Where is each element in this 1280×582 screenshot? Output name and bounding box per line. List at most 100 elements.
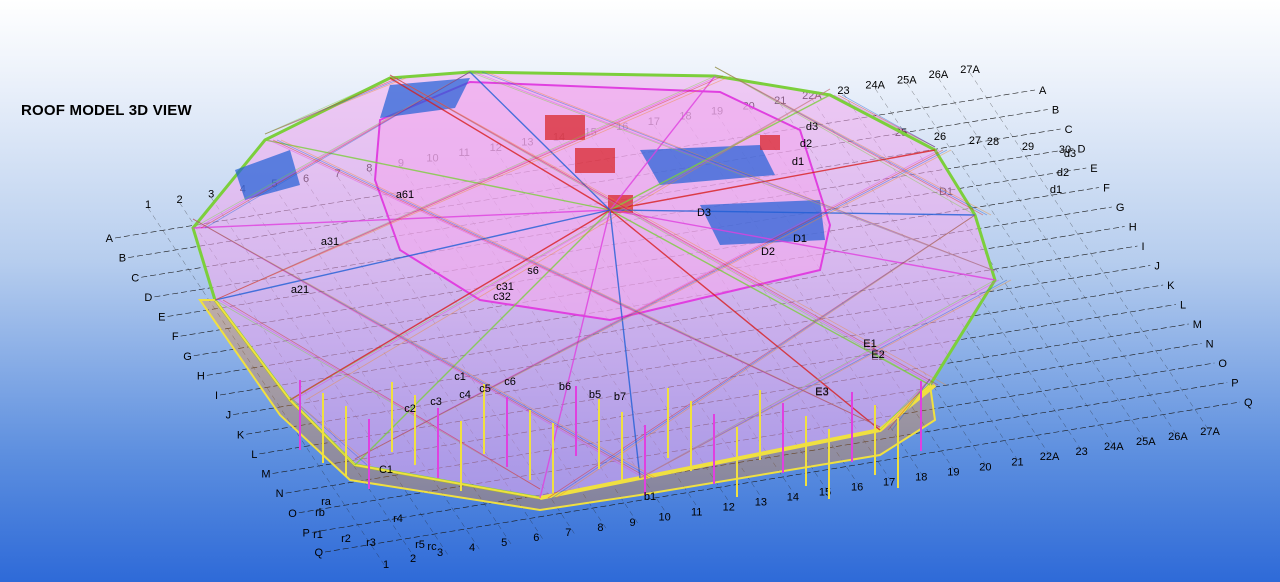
structural-member (222, 299, 541, 490)
grid-aux-label: r4 (393, 513, 403, 525)
grid-label-left: A (106, 233, 114, 245)
grid-number-bottom: 19 (947, 466, 959, 478)
structural-member (639, 279, 1012, 479)
member-label: E2 (871, 349, 884, 361)
grid-label-right: Q (1244, 397, 1253, 409)
grid-number-top: 24A (865, 80, 885, 92)
grid-line (311, 382, 1228, 533)
view-title: ROOF MODEL 3D VIEW (21, 102, 192, 119)
grid-number-top: 1 (145, 199, 151, 211)
structural-member (354, 149, 940, 460)
grid-number-bottom: 27A (1200, 426, 1220, 438)
grid-number-top: 3 (208, 189, 214, 201)
structural-member (833, 94, 936, 148)
grid-label-left: N (276, 488, 284, 500)
member-label: d2 (800, 138, 812, 150)
structural-member (714, 66, 984, 216)
structural-member (214, 75, 720, 301)
member-label: s6 (527, 265, 539, 277)
grid-number-bottom: 9 (629, 517, 635, 529)
structural-member (714, 66, 988, 216)
structural-member (609, 149, 936, 211)
member-label: b5 (589, 389, 601, 401)
grid-label-left: C (131, 272, 139, 284)
grid-label-left: B (119, 253, 126, 265)
grid-label-left: G (183, 351, 192, 363)
grid-number-top: 26A (929, 69, 949, 81)
structural-member (214, 75, 716, 301)
structural-member (264, 139, 611, 211)
member-label: a31 (321, 236, 339, 248)
grid-aux-label: 28 (987, 136, 999, 148)
structural-member (192, 218, 657, 479)
grid-number-top: 23 (837, 85, 849, 97)
member-label: c4 (459, 389, 471, 401)
red-deck-panel (545, 115, 585, 140)
structural-member (714, 66, 976, 216)
grid-number-top: 2 (177, 194, 183, 206)
structural-member (276, 139, 881, 428)
grid-label-right: K (1167, 280, 1175, 292)
grid-line (969, 72, 1211, 433)
structural-member (639, 279, 1008, 479)
grid-label-right: J (1154, 261, 1160, 273)
blue-deck-panel (640, 145, 775, 185)
grid-label-left: D (144, 292, 152, 304)
structural-member (354, 149, 944, 460)
structural-member (192, 209, 611, 229)
member-label: C1 (379, 464, 393, 476)
grid-number-bottom: 4 (469, 542, 475, 554)
member-label: a21 (291, 284, 309, 296)
structural-member (264, 77, 403, 135)
structural-member (214, 75, 724, 301)
structural-member (609, 209, 881, 431)
grid-number-bottom: 20 (979, 461, 991, 473)
grid-label-left: P (303, 527, 310, 539)
grid-number-bottom: 12 (723, 502, 735, 514)
grid-label-left: I (215, 390, 218, 402)
grid-number-bottom: 24A (1104, 441, 1124, 453)
grid-number-bottom: 14 (787, 492, 799, 504)
grid-number-bottom: 3 (437, 547, 443, 559)
structural-member (192, 218, 645, 479)
structural-member (200, 71, 471, 229)
grid-number-bottom: 16 (851, 481, 863, 493)
grid-aux-label: 27 (969, 135, 981, 147)
grid-number-bottom: 18 (915, 471, 927, 483)
structural-member (469, 71, 611, 211)
member-label: c6 (504, 376, 516, 388)
structural-member (389, 74, 939, 386)
structural-member (214, 299, 541, 490)
structural-member (354, 149, 948, 460)
structural-member (272, 139, 881, 428)
grid-label-right: E (1090, 163, 1097, 175)
grid-number-bottom: 5 (501, 537, 507, 549)
structural-member (305, 88, 831, 401)
grid-aux-label: r5 (415, 539, 425, 551)
structural-member (264, 77, 399, 135)
structural-member (485, 71, 996, 272)
structural-member (609, 75, 716, 211)
structural-member (264, 77, 407, 135)
grid-label-left: F (172, 331, 179, 343)
roof-inner-ring (373, 80, 832, 322)
grid-label-right: M (1193, 319, 1202, 331)
member-label: D1 (793, 233, 807, 245)
grid-number-bottom: 11 (691, 507, 702, 519)
grid-number-top: 27A (960, 64, 980, 76)
structural-member (280, 139, 881, 428)
grid-number-bottom: 13 (755, 497, 767, 509)
grid-label-left: H (197, 370, 205, 382)
grid-label-left: Q (314, 547, 323, 559)
grid-number-bottom: 17 (883, 476, 895, 488)
member-label: c1 (454, 371, 466, 383)
grid-label-right: B (1052, 105, 1059, 117)
structural-member (196, 71, 471, 229)
grid-number-bottom: 8 (597, 522, 603, 534)
grid-label-left: O (288, 508, 297, 520)
structural-member (354, 209, 611, 466)
grid-label-right: D (1077, 144, 1085, 156)
grid-number-bottom: 6 (533, 532, 539, 544)
